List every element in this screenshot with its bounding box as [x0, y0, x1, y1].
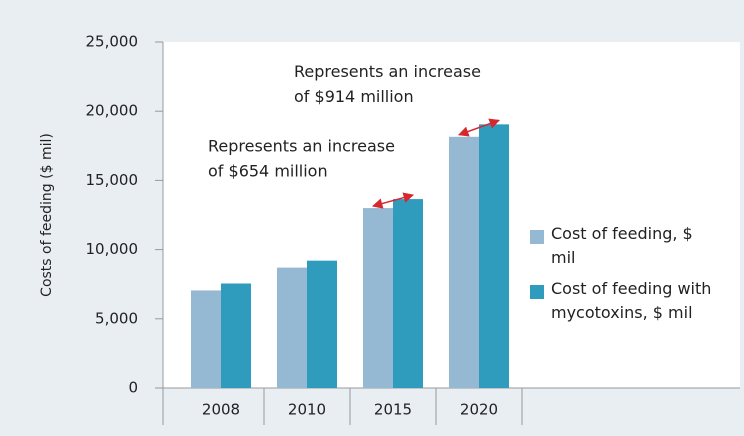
annotation: of $654 million	[208, 162, 328, 181]
bar	[307, 260, 337, 388]
y-tick-label: 25,000	[86, 33, 139, 51]
annotation: Represents an increase	[294, 62, 481, 81]
bar	[393, 199, 423, 388]
bar	[479, 124, 509, 389]
y-tick-label: 0	[128, 379, 138, 397]
x-tick-label: 2020	[460, 401, 498, 419]
x-tick-label: 2015	[374, 401, 412, 419]
legend-entry: Cost of feeding, $ mil	[551, 224, 693, 267]
annotation-arrow	[371, 192, 415, 209]
y-tick-label: 20,000	[86, 102, 139, 120]
bar	[449, 136, 479, 388]
y-tick-label: 10,000	[86, 240, 139, 258]
legend-swatch	[530, 230, 544, 244]
annotation: Represents an increase	[208, 137, 395, 156]
bar	[277, 267, 307, 388]
bar	[221, 283, 251, 388]
x-tick-label: 2010	[288, 401, 326, 419]
legend-entry: Cost of feeding with mycotoxins, $ mil	[551, 279, 712, 322]
annotation: of $914 million	[294, 87, 414, 106]
legend-swatch	[530, 285, 544, 299]
y-axis-label: Costs of feeding ($ mil)	[39, 133, 55, 297]
legend-label: Cost of feeding, $ mil	[551, 224, 693, 267]
y-tick-label: 15,000	[86, 171, 139, 189]
x-tick-label: 2008	[202, 401, 240, 419]
annotation-arrow	[458, 118, 500, 137]
y-tick-label: 5,000	[95, 309, 138, 327]
bar	[363, 208, 393, 388]
legend-label: Cost of feeding with mycotoxins, $ mil	[551, 279, 712, 322]
bar	[191, 290, 221, 388]
